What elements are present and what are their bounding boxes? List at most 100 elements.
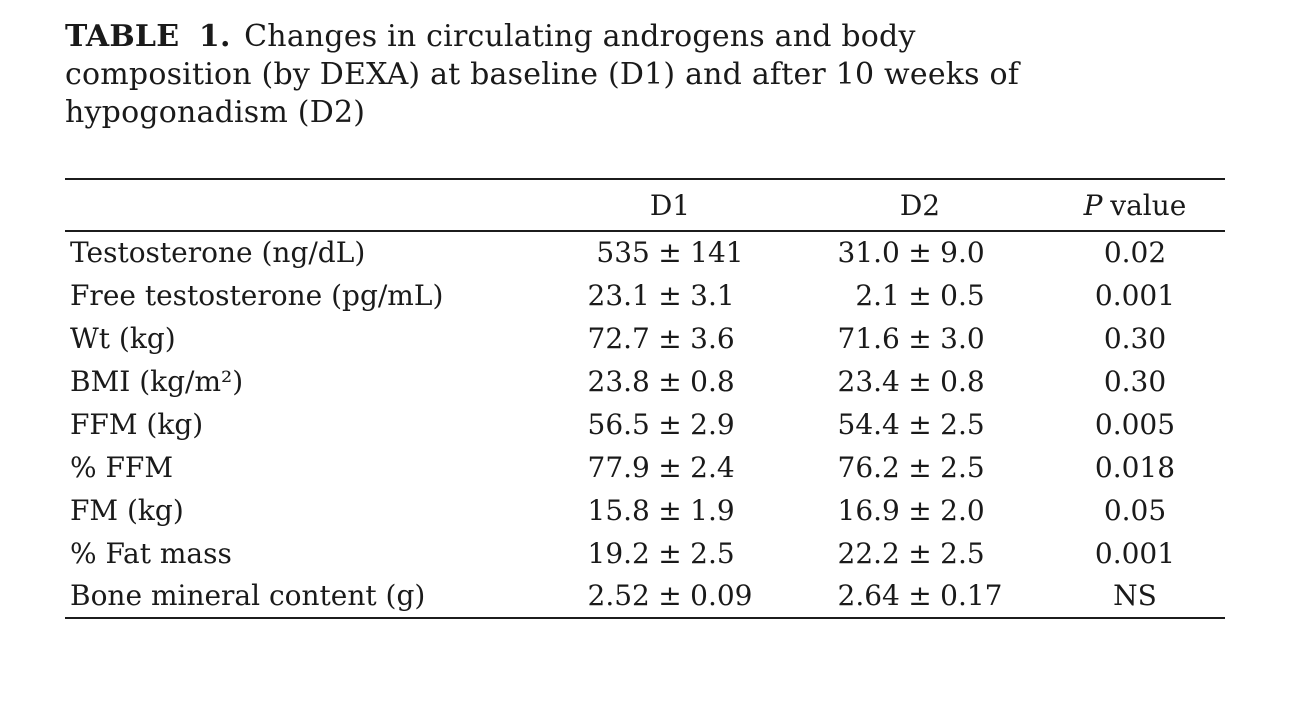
cell-p-value: 0.30 — [1103, 364, 1167, 398]
cell-d2: 16.9 ±2.0 — [795, 489, 1045, 532]
value-mean: 2.52 — [587, 579, 650, 612]
plus-minus-sign: ± — [658, 536, 682, 570]
cell-d1: 15.8 ±1.9 — [545, 489, 795, 532]
cell-d2: 23.4 ±0.8 — [795, 360, 1045, 403]
value-mean: 19.2 — [587, 536, 650, 570]
cell-d2: 76.2 ±2.5 — [795, 446, 1045, 489]
value-mean: 54.4 — [837, 407, 900, 441]
title-line-2: composition (by DEXA) at baseline (D1) a… — [65, 57, 1020, 92]
cell-d1: 23.1 ±3.1 — [545, 274, 795, 317]
value-sd: 2.5 — [940, 407, 985, 441]
value-mean: 31.0 — [837, 236, 900, 269]
value-mean: 2.1 — [855, 278, 900, 312]
value-mean: 23.8 — [587, 364, 650, 398]
cell-p-value: 0.001 — [1094, 278, 1176, 312]
title-line-3: hypogonadism (D2) — [65, 95, 366, 130]
plus-minus-sign: ± — [908, 450, 932, 484]
cell-p-value: 0.05 — [1103, 493, 1167, 527]
value-mean: 15.8 — [587, 493, 650, 527]
plus-minus-sign: ± — [658, 364, 682, 398]
table-row: % Fat mass 19.2 ±2.5 22.2 ±2.5 0.001 — [65, 532, 1225, 575]
value-sd: 0.8 — [940, 364, 985, 398]
plus-minus-sign: ± — [658, 493, 682, 527]
row-label: Wt (kg) — [70, 321, 176, 355]
value-mean: 71.6 — [837, 321, 900, 355]
cell-d2: 2.64 ±0.17 — [795, 575, 1045, 618]
cell-d2: 71.6 ±3.0 — [795, 317, 1045, 360]
value-sd: 0.09 — [690, 579, 753, 612]
value-sd: 0.17 — [940, 579, 1003, 612]
cell-d2: 2.1 ±0.5 — [795, 274, 1045, 317]
plus-minus-sign: ± — [658, 321, 682, 355]
cell-d1: 535 ±141 — [545, 231, 795, 274]
plus-minus-sign: ± — [658, 579, 682, 612]
table-row: FFM (kg) 56.5 ±2.9 54.4 ±2.5 0.005 — [65, 403, 1225, 446]
title-line-1: TABLE 1. Changes in circulating androgens… — [65, 18, 1225, 56]
column-header-d2: D2 — [899, 188, 941, 222]
column-header-d1: D1 — [649, 188, 691, 222]
table-row: % FFM 77.9 ±2.4 76.2 ±2.5 0.018 — [65, 446, 1225, 489]
plus-minus-sign: ± — [908, 278, 932, 312]
table-label: TABLE 1. — [65, 19, 231, 54]
plus-minus-sign: ± — [908, 236, 932, 269]
cell-p-value: 0.005 — [1094, 407, 1176, 441]
value-sd: 141 — [690, 236, 744, 269]
table-row: BMI (kg/m²) 23.8 ±0.8 23.4 ±0.8 0.30 — [65, 360, 1225, 403]
cell-d2: 22.2 ±2.5 — [795, 532, 1045, 575]
cell-p-value: 0.30 — [1103, 321, 1167, 355]
cell-d1: 19.2 ±2.5 — [545, 532, 795, 575]
value-sd: 2.0 — [940, 493, 985, 527]
cell-p-value: 0.001 — [1094, 536, 1176, 570]
value-sd: 1.9 — [690, 493, 735, 527]
plus-minus-sign: ± — [908, 536, 932, 570]
row-label: FFM (kg) — [70, 407, 204, 441]
p-value-italic-p: P — [1083, 188, 1103, 222]
table-row: Free testosterone (pg/mL) 23.1 ±3.1 2.1 ±0… — [65, 274, 1225, 317]
value-mean: 535 — [596, 236, 650, 269]
value-sd: 3.0 — [940, 321, 985, 355]
value-sd: 2.5 — [940, 450, 985, 484]
row-label: % FFM — [70, 450, 174, 484]
cell-d1: 2.52 ±0.09 — [545, 575, 795, 618]
p-value-label-rest: value — [1110, 188, 1187, 222]
cell-d1: 56.5 ±2.9 — [545, 403, 795, 446]
value-sd: 2.9 — [690, 407, 735, 441]
cell-p-value: 0.018 — [1094, 450, 1176, 484]
plus-minus-sign: ± — [908, 364, 932, 398]
value-sd: 0.8 — [690, 364, 735, 398]
value-sd: 2.5 — [940, 536, 985, 570]
value-sd: 9.0 — [940, 236, 985, 269]
cell-d1: 72.7 ±3.6 — [545, 317, 795, 360]
plus-minus-sign: ± — [908, 493, 932, 527]
plus-minus-sign: ± — [908, 321, 932, 355]
row-label: Free testosterone (pg/mL) — [70, 278, 444, 312]
cell-p-value: NS — [1113, 579, 1157, 612]
value-mean: 2.64 — [837, 579, 900, 612]
value-mean: 16.9 — [837, 493, 900, 527]
value-sd: 2.4 — [690, 450, 735, 484]
value-mean: 23.1 — [587, 278, 650, 312]
page-title: TABLE 1. Changes in circulating androgens… — [65, 18, 1225, 132]
table-row: FM (kg) 15.8 ±1.9 16.9 ±2.0 0.05 — [65, 489, 1225, 532]
column-header-empty — [65, 179, 545, 231]
table-row: Wt (kg) 72.7 ±3.6 71.6 ±3.0 0.30 — [65, 317, 1225, 360]
value-mean: 23.4 — [837, 364, 900, 398]
cell-d1: 77.9 ±2.4 — [545, 446, 795, 489]
cell-d1: 23.8 ±0.8 — [545, 360, 795, 403]
row-label: Bone mineral content (g) — [70, 579, 426, 612]
plus-minus-sign: ± — [658, 236, 682, 269]
plus-minus-sign: ± — [658, 407, 682, 441]
value-mean: 77.9 — [587, 450, 650, 484]
row-label: BMI (kg/m²) — [70, 364, 244, 398]
table-row: Bone mineral content (g) 2.52 ±0.09 2.64 ±… — [65, 575, 1225, 618]
row-label: % Fat mass — [70, 536, 232, 570]
page: TABLE 1. Changes in circulating androgens… — [0, 18, 1300, 706]
table-row: Testosterone (ng/dL) 535 ±141 31.0 ±9.0 0.… — [65, 231, 1225, 274]
table-body: Testosterone (ng/dL) 535 ±141 31.0 ±9.0 0.… — [65, 231, 1225, 618]
plus-minus-sign: ± — [908, 407, 932, 441]
value-mean: 72.7 — [587, 321, 650, 355]
